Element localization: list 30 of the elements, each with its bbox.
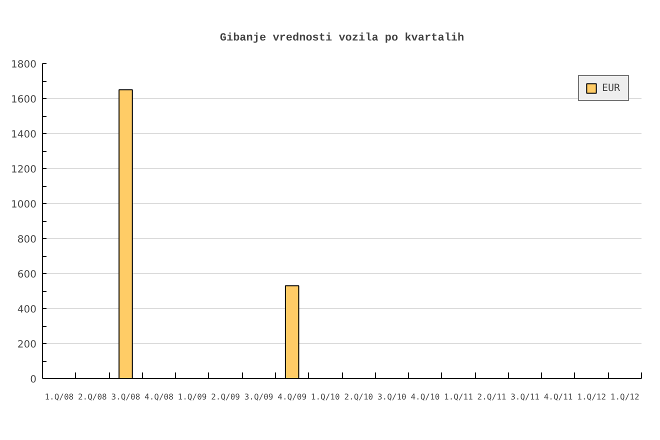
x-tick-label: 3.Q/10: [377, 392, 407, 402]
y-tick-label: 1800: [11, 60, 37, 70]
x-tick-label: 1.Q/12: [577, 392, 606, 402]
x-tick-label: 2.Q/11: [477, 392, 506, 402]
y-tick-label: 1000: [11, 200, 37, 210]
y-tick-label: 1400: [11, 130, 37, 140]
y-tick-label: 1200: [11, 164, 37, 176]
x-tick-label: 2.Q/09: [211, 392, 240, 402]
x-tick-label: 1.Q/10: [310, 392, 340, 402]
x-tick-label: 2.Q/10: [344, 392, 374, 402]
x-tick-label: 2.Q/08: [78, 392, 108, 402]
y-tick-label: 200: [17, 340, 37, 350]
x-tick-label: 1.Q/08: [44, 392, 74, 402]
x-tick-label: 4.Q/09: [278, 392, 307, 402]
y-tick-label: 0: [30, 374, 37, 386]
x-tick-label: 4.Q/11: [544, 392, 573, 402]
y-tick-label: 1600: [11, 94, 37, 106]
legend-label: EUR: [602, 82, 622, 94]
y-tick-label: 600: [17, 270, 37, 280]
x-tick-label: 3.Q/11: [510, 392, 540, 402]
x-tick-label: 4.Q/08: [144, 392, 174, 402]
chart-title: Gibanje vrednosti vozila po kvartalih: [220, 32, 464, 44]
x-tick-label: 1.Q/12: [610, 392, 640, 402]
x-tick-label: 3.Q/09: [244, 392, 274, 402]
y-tick-label: 800: [17, 234, 37, 246]
x-tick-label: 3.Q/08: [111, 392, 140, 402]
x-tick-label: 1.Q/09: [178, 392, 207, 402]
y-tick-label: 400: [17, 304, 37, 316]
x-tick-label: 4.Q/10: [410, 392, 440, 402]
x-tick-label: 1.Q/11: [444, 392, 474, 402]
